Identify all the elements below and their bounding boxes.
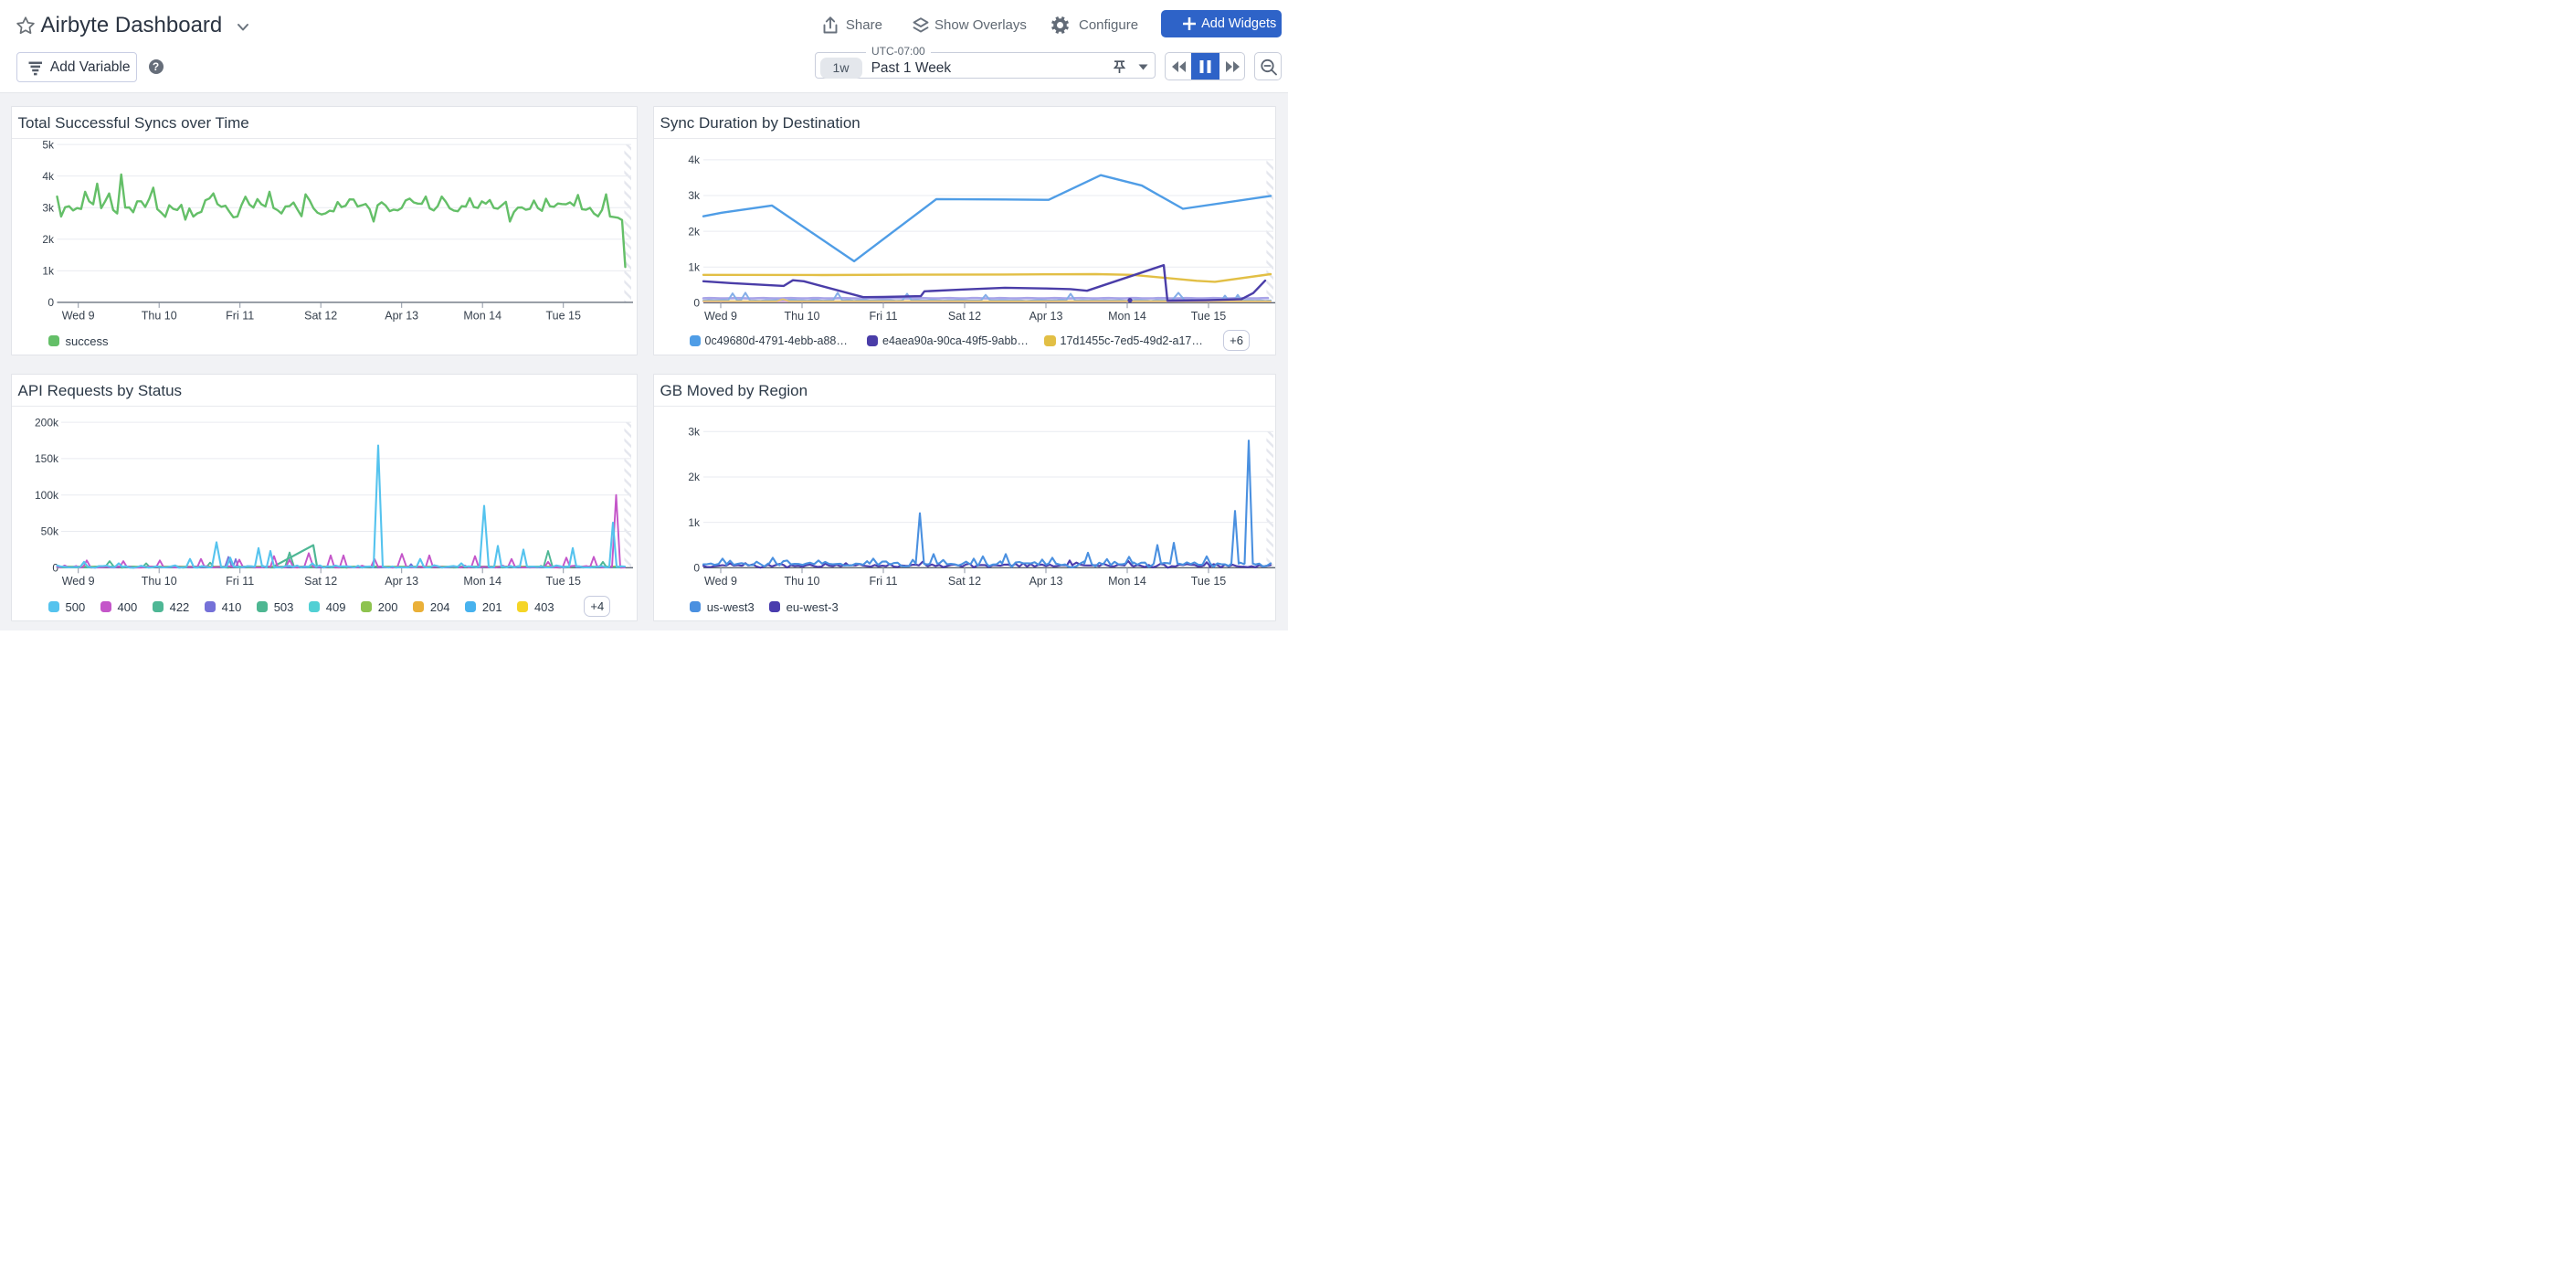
svg-text:0: 0 [693,297,700,310]
svg-text:5k: 5k [42,138,55,151]
svg-text:Thu 10: Thu 10 [785,310,820,323]
svg-text:3k: 3k [42,201,55,214]
svg-text:0: 0 [48,296,54,309]
svg-text:0: 0 [52,562,58,575]
svg-text:100k: 100k [35,489,59,502]
svg-text:4k: 4k [688,154,701,166]
svg-text:1k: 1k [42,265,55,278]
svg-text:Fri 11: Fri 11 [869,310,897,323]
svg-text:Thu 10: Thu 10 [142,575,177,588]
svg-text:Wed 9: Wed 9 [62,309,95,322]
svg-text:200k: 200k [35,416,59,429]
svg-text:Apr 13: Apr 13 [1029,310,1063,323]
svg-text:Wed 9: Wed 9 [62,575,95,588]
svg-text:Wed 9: Wed 9 [704,310,737,323]
svg-text:Apr 13: Apr 13 [385,575,418,588]
svg-text:Fri 11: Fri 11 [226,575,254,588]
svg-text:Fri 11: Fri 11 [226,309,254,322]
svg-text:Tue 15: Tue 15 [1191,310,1227,323]
svg-text:Apr 13: Apr 13 [1029,575,1063,588]
svg-text:Sat 12: Sat 12 [304,575,337,588]
svg-text:Mon 14: Mon 14 [463,575,501,588]
svg-text:Mon 14: Mon 14 [1108,310,1146,323]
svg-text:Tue 15: Tue 15 [1191,575,1227,588]
svg-text:Thu 10: Thu 10 [785,575,820,588]
svg-text:Thu 10: Thu 10 [142,309,177,322]
svg-text:Sat 12: Sat 12 [304,309,337,322]
svg-text:3k: 3k [688,426,701,439]
svg-text:0: 0 [693,562,700,575]
svg-text:Tue 15: Tue 15 [545,575,581,588]
svg-text:Sat 12: Sat 12 [948,310,981,323]
svg-text:150k: 150k [35,452,59,465]
svg-text:1k: 1k [688,260,701,273]
svg-text:Mon 14: Mon 14 [463,309,501,322]
svg-text:2k: 2k [688,471,701,483]
svg-text:Mon 14: Mon 14 [1108,575,1146,588]
svg-text:50k: 50k [41,525,59,538]
svg-text:Wed 9: Wed 9 [704,575,737,588]
svg-text:2k: 2k [688,225,701,238]
svg-text:Fri 11: Fri 11 [869,575,897,588]
svg-text:Tue 15: Tue 15 [545,309,581,322]
svg-text:Apr 13: Apr 13 [385,309,418,322]
svg-text:1k: 1k [688,516,701,529]
svg-text:Sat 12: Sat 12 [948,575,981,588]
svg-text:4k: 4k [42,170,55,183]
svg-text:3k: 3k [688,189,701,202]
svg-text:2k: 2k [42,233,55,246]
